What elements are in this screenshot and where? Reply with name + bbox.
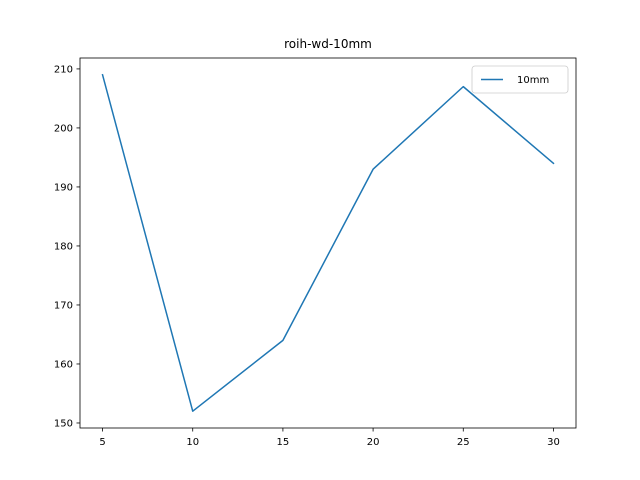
x-tick-label: 25 xyxy=(457,437,470,448)
legend-label: 10mm xyxy=(517,75,549,86)
y-tick-label: 190 xyxy=(54,182,73,193)
legend-box xyxy=(471,65,569,94)
y-tick-label: 150 xyxy=(54,418,73,429)
legend: 10mm xyxy=(471,65,569,94)
x-tick-label: 10 xyxy=(186,437,199,448)
x-tick-label: 20 xyxy=(367,437,380,448)
x-tick-label: 15 xyxy=(277,437,290,448)
axes-layer: 5 10 15 20 25 30 150 160 170 180 190 200 210 xyxy=(54,57,577,448)
series-line-0 xyxy=(101,73,555,412)
chart-title: roih-wd-10mm xyxy=(284,37,372,51)
y-tick-label: 160 xyxy=(54,359,73,370)
y-tick-label: 180 xyxy=(54,241,73,252)
series-layer xyxy=(101,73,555,412)
x-tick-label: 30 xyxy=(547,437,560,448)
x-tick-label: 5 xyxy=(99,437,105,448)
plot-frame xyxy=(79,57,577,429)
y-tick-label: 170 xyxy=(54,300,73,311)
y-tick-label: 210 xyxy=(54,64,73,75)
y-tick-label: 200 xyxy=(54,123,73,134)
